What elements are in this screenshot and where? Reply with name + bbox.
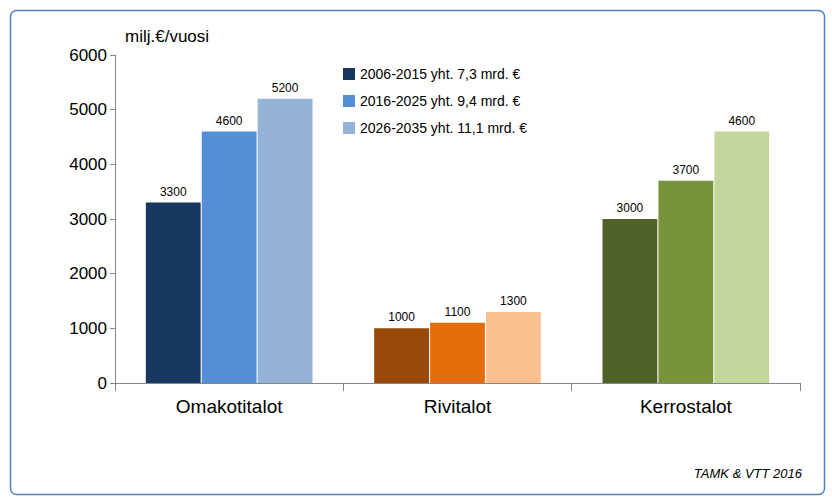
svg-text:4600: 4600: [728, 114, 755, 128]
svg-text:5200: 5200: [272, 81, 299, 95]
svg-text:TAMK & VTT 2016: TAMK & VTT 2016: [694, 466, 803, 481]
svg-text:3000: 3000: [69, 210, 107, 229]
svg-text:2006-2015 yht. 7,3 mrd. €: 2006-2015 yht. 7,3 mrd. €: [360, 66, 521, 82]
svg-text:3700: 3700: [672, 163, 699, 177]
svg-text:1000: 1000: [388, 310, 415, 324]
svg-text:1300: 1300: [500, 294, 527, 308]
svg-text:1000: 1000: [69, 319, 107, 338]
svg-text:3300: 3300: [160, 185, 187, 199]
svg-text:4600: 4600: [216, 114, 243, 128]
svg-text:2016-2025 yht. 9,4 mrd. €: 2016-2025 yht. 9,4 mrd. €: [360, 93, 521, 109]
svg-text:milj.€/vuosi: milj.€/vuosi: [125, 27, 209, 46]
svg-text:3000: 3000: [617, 201, 644, 215]
svg-text:Omakotitalot: Omakotitalot: [176, 396, 283, 417]
svg-text:4000: 4000: [69, 155, 107, 174]
svg-text:1100: 1100: [445, 305, 471, 319]
svg-text:6000: 6000: [69, 46, 107, 65]
svg-text:Kerrostalot: Kerrostalot: [640, 396, 733, 417]
svg-text:2000: 2000: [69, 264, 107, 283]
svg-text:0: 0: [98, 374, 107, 393]
svg-text:2026-2035 yht. 11,1 mrd. €: 2026-2035 yht. 11,1 mrd. €: [360, 120, 527, 136]
svg-text:5000: 5000: [69, 100, 107, 119]
svg-text:Rivitalot: Rivitalot: [424, 396, 492, 417]
